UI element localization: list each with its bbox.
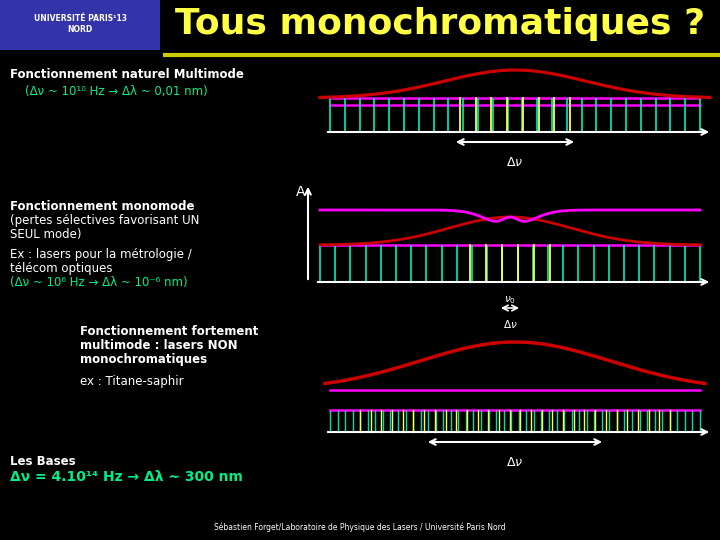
- Text: monochromatiques: monochromatiques: [80, 353, 207, 366]
- Text: Sébastien Forget/Laboratoire de Physique des Lasers / Université Paris Nord: Sébastien Forget/Laboratoire de Physique…: [214, 523, 506, 532]
- Text: UNIVERSITÉ PARIS¹13
NORD: UNIVERSITÉ PARIS¹13 NORD: [34, 14, 127, 33]
- Text: (Δν ~ 10¹⁰ Hz → Δλ ~ 0,01 nm): (Δν ~ 10¹⁰ Hz → Δλ ~ 0,01 nm): [25, 85, 208, 98]
- Text: (pertes sélectives favorisant UN: (pertes sélectives favorisant UN: [10, 214, 199, 227]
- Text: ex : Titane-saphir: ex : Titane-saphir: [80, 375, 184, 388]
- Text: Δν = 4.10¹⁴ Hz → Δλ ~ 300 nm: Δν = 4.10¹⁴ Hz → Δλ ~ 300 nm: [10, 470, 243, 484]
- Text: télécom optiques: télécom optiques: [10, 262, 112, 275]
- Text: $\nu_0$: $\nu_0$: [504, 294, 516, 306]
- Text: A: A: [295, 185, 305, 199]
- Text: $\Delta\nu$: $\Delta\nu$: [503, 318, 517, 330]
- Text: Fonctionnement monomode: Fonctionnement monomode: [10, 200, 194, 213]
- Text: $\Delta\nu$: $\Delta\nu$: [506, 156, 523, 169]
- Text: Tous monochromatiques ?: Tous monochromatiques ?: [175, 7, 705, 41]
- Text: Ex : lasers pour la métrologie /: Ex : lasers pour la métrologie /: [10, 248, 192, 261]
- Text: Fonctionnement fortement: Fonctionnement fortement: [80, 325, 258, 338]
- Text: Les Bases: Les Bases: [10, 455, 76, 468]
- Text: SEUL mode): SEUL mode): [10, 228, 81, 241]
- Text: Fonctionnement naturel Multimode: Fonctionnement naturel Multimode: [10, 68, 244, 81]
- Bar: [0, 0, 160, 50]
- Text: (Δν ~ 10⁶ Hz → Δλ ~ 10⁻⁶ nm): (Δν ~ 10⁶ Hz → Δλ ~ 10⁻⁶ nm): [10, 276, 188, 289]
- Text: $\Delta\nu$: $\Delta\nu$: [506, 456, 523, 469]
- Text: multimode : lasers NON: multimode : lasers NON: [80, 339, 238, 352]
